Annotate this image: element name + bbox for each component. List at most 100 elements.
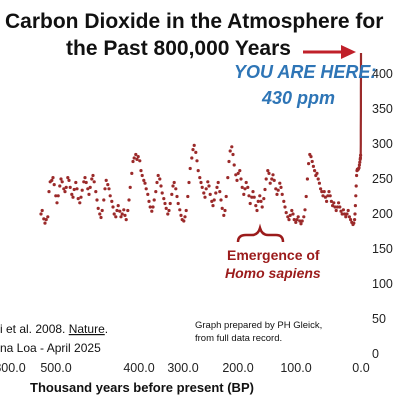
data-point [63, 190, 67, 194]
data-point [94, 190, 98, 194]
data-point [346, 208, 350, 213]
data-point [326, 194, 330, 198]
data-point [302, 215, 306, 219]
data-point [196, 169, 200, 173]
data-point [313, 169, 317, 173]
data-point [287, 218, 291, 222]
data-point [96, 206, 100, 210]
x-tick-label: 0.0 [352, 361, 369, 375]
data-point [353, 212, 357, 216]
data-point [329, 199, 333, 203]
ppm-label: 430 ppm [261, 88, 335, 108]
data-point [335, 205, 339, 209]
data-point [349, 218, 353, 222]
data-point [110, 199, 114, 203]
data-point [292, 218, 296, 222]
data-point [279, 185, 283, 189]
data-point [100, 208, 104, 213]
data-point [284, 211, 288, 215]
data-point [204, 187, 208, 191]
data-point [275, 192, 279, 196]
data-point [116, 204, 120, 208]
data-point [210, 199, 214, 203]
data-point [54, 194, 58, 198]
data-point [203, 195, 207, 199]
data-point [135, 157, 139, 161]
data-point [358, 160, 362, 164]
data-point [214, 191, 218, 195]
data-point [142, 178, 146, 182]
data-point [339, 209, 343, 213]
data-point [354, 194, 358, 198]
x-axis: 800.0 500.0 400.0 300.0 200.0 100.0 0.0 [0, 361, 370, 375]
data-point [144, 187, 148, 191]
data-point [179, 213, 183, 217]
emergence-label: Emergence of [227, 247, 320, 263]
data-point [75, 187, 79, 191]
data-point [224, 194, 228, 199]
data-point [58, 184, 62, 188]
data-point [80, 188, 84, 192]
data-point [74, 180, 78, 185]
data-point [60, 180, 64, 184]
y-tick-label: 0 [372, 347, 379, 361]
data-point [208, 192, 212, 196]
data-point [160, 191, 164, 195]
data-point [216, 180, 220, 185]
data-point [226, 176, 230, 180]
data-point [51, 176, 55, 180]
data-point [344, 215, 348, 219]
data-point [95, 198, 99, 202]
data-point [152, 198, 156, 202]
data-point [263, 187, 267, 192]
data-point [230, 145, 234, 149]
data-point [268, 181, 272, 185]
data-point [304, 194, 308, 199]
data-point [171, 184, 175, 188]
x-tick-label: 800.0 [0, 361, 26, 375]
data-point [288, 213, 292, 217]
data-point [175, 194, 179, 199]
data-point [258, 194, 262, 198]
data-point [206, 180, 210, 184]
data-point [139, 169, 143, 173]
x-tick-label: 100.0 [280, 361, 311, 375]
data-point [294, 220, 298, 224]
y-tick-label: 200 [372, 207, 393, 221]
data-point [159, 184, 163, 188]
data-point [250, 195, 254, 199]
prepared-by-line1: Graph prepared by PH Gleick, [195, 320, 322, 331]
data-point [176, 201, 180, 206]
data-point [55, 201, 59, 205]
data-point [44, 218, 48, 222]
x-tick-label: 400.0 [123, 361, 154, 375]
data-point [211, 204, 215, 208]
data-point [282, 199, 286, 203]
y-tick-label: 250 [372, 172, 393, 186]
data-point [331, 204, 335, 208]
data-point [333, 205, 337, 209]
data-point [120, 212, 124, 216]
data-point [150, 209, 154, 213]
data-point [62, 187, 66, 191]
data-point [347, 215, 351, 219]
source-credit-line2: na Loa - April 2025 [0, 341, 101, 355]
data-point [111, 205, 115, 209]
data-point [56, 194, 60, 198]
data-point [212, 198, 216, 202]
data-point [267, 171, 271, 175]
data-point [215, 185, 219, 189]
y-tick-label: 400 [372, 67, 393, 81]
prepared-by-line2: from full data record. [195, 333, 282, 344]
data-point [219, 198, 223, 202]
data-points [39, 143, 363, 227]
data-point [343, 212, 347, 216]
data-point [83, 176, 87, 180]
data-point [134, 152, 138, 157]
data-point [119, 215, 123, 219]
data-point [223, 208, 227, 213]
x-tick-label: 500.0 [40, 361, 71, 375]
data-point [162, 197, 166, 201]
data-point [187, 180, 191, 185]
data-point [232, 163, 236, 167]
